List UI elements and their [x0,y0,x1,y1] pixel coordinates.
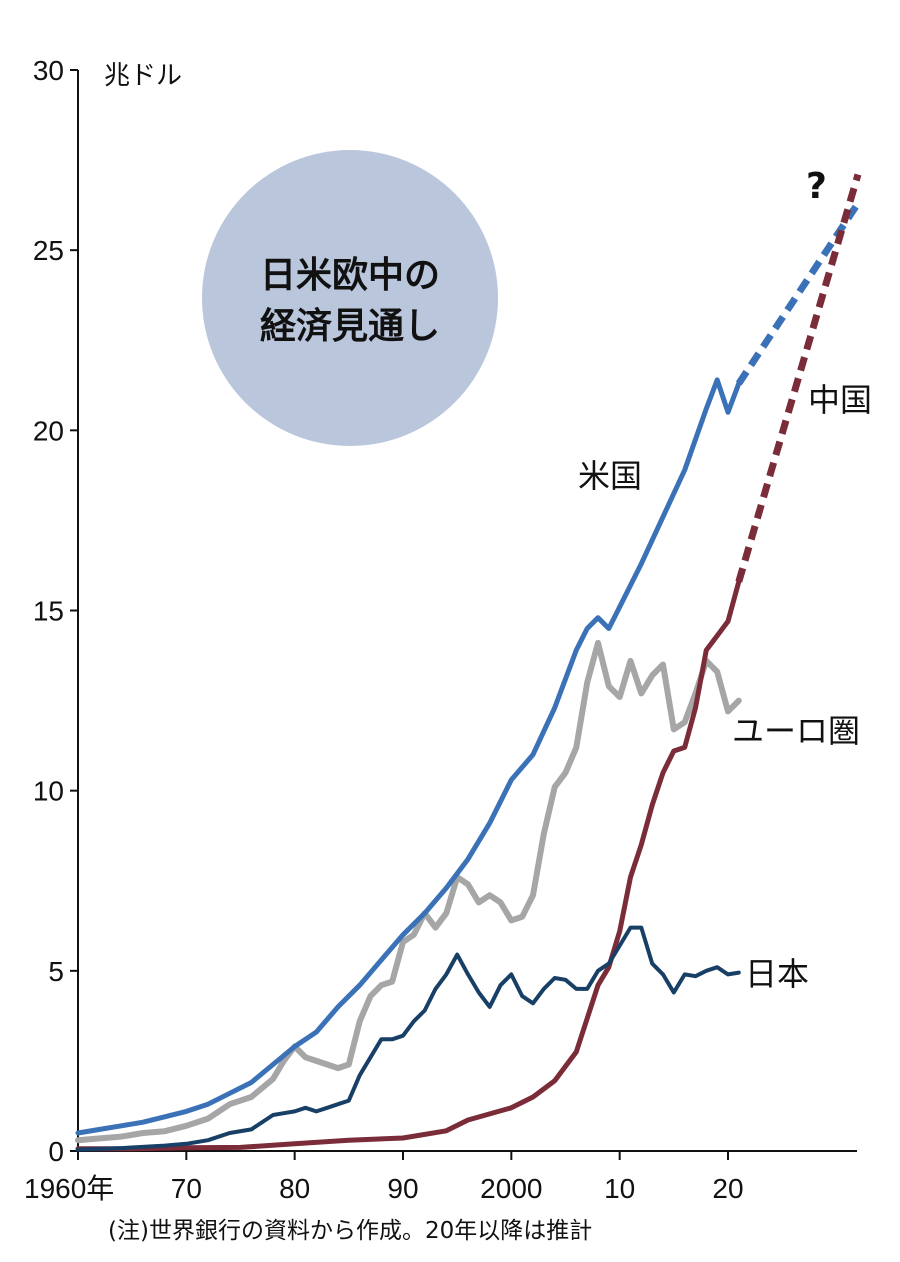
y-tick-label: 15 [33,596,64,627]
x-tick-label: 2000 [480,1173,542,1204]
y-tick-label: 10 [33,776,64,807]
x-tick-label: 90 [387,1173,418,1204]
series-layer [75,377,742,1152]
series-line-china-projection [735,173,862,583]
x-tick-label: 1960年 [24,1173,114,1204]
y-tick-label: 25 [33,235,64,266]
y-tick-label: 30 [33,55,64,86]
series-label-china: 中国 [808,381,872,419]
y-tick-label: 20 [33,415,64,446]
y-tick-label: 5 [48,956,64,987]
x-tick-label: 80 [279,1173,310,1204]
series-line-usa [75,377,742,1136]
chart-note: (注)世界銀行の資料から作成。20年以降は推計 [108,1218,592,1244]
series-line-japan [76,925,741,1152]
y-axis-unit-label: 兆ドル [104,61,182,91]
chart-title-line1: 日米欧中の [260,255,440,296]
x-tick-label: 20 [712,1173,743,1204]
series-label-usa: 米国 [578,457,642,495]
series-label-eurozone: ユーロ圏 [732,712,860,750]
x-tick-label: 70 [171,1173,202,1204]
series-line-china [75,579,742,1152]
series-label-japan: 日本 [745,955,809,993]
projection-layer [735,173,862,583]
chart-title-line2: 経済見通し [260,306,440,347]
projection-question-mark: ? [806,166,827,207]
y-axis-ticks: 0 5 10 15 20 25 30 [33,55,78,1167]
title-bubble [202,150,498,446]
y-tick-label: 0 [48,1136,64,1167]
series-line-eurozone [75,639,742,1144]
x-tick-label: 10 [604,1173,635,1204]
x-axis-ticks: 1960年 70 80 90 2000 10 20 [24,1151,744,1204]
